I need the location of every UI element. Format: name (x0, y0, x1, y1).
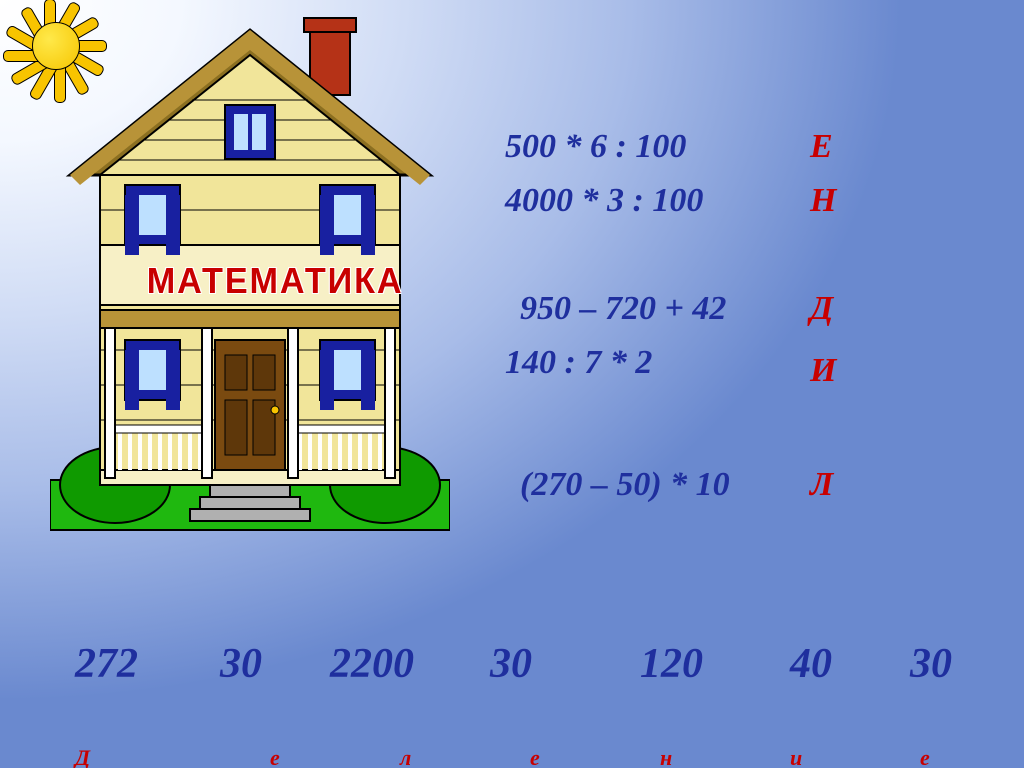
answer-number: 120 (640, 640, 703, 688)
answer-letter: е (270, 745, 280, 768)
equation-letter: Л (810, 466, 833, 504)
answer-letter: е (920, 745, 930, 768)
house-sign: МАТЕМАТИКА (147, 260, 404, 302)
answer-letter: и (790, 745, 802, 768)
equation-expression: 140 : 7 * 2 (505, 344, 652, 382)
slide: МАТЕМАТИКА 500 * 6 : 100 Е 4000 * 3 : 100 Н… (0, 0, 1024, 768)
answer-number: 30 (910, 640, 952, 688)
answer-number: 2200 (330, 640, 414, 688)
house-icon: МАТЕМАТИКА (50, 10, 450, 540)
equation-letter: И (810, 352, 836, 390)
equation-expression: 4000 * 3 : 100 (505, 182, 703, 220)
answer-number: 30 (490, 640, 532, 688)
answer-number: 40 (790, 640, 832, 688)
equation-expression: 950 – 720 + 42 (520, 290, 726, 328)
answer-letter: н (660, 745, 672, 768)
answer-number: 30 (220, 640, 262, 688)
equation-letter: Н (810, 182, 836, 220)
answer-number: 272 (75, 640, 138, 688)
equation-expression: (270 – 50) * 10 (520, 466, 730, 504)
answer-letter: Д (75, 745, 90, 768)
equation-letter: Д (810, 290, 833, 328)
answer-letter: е (530, 745, 540, 768)
equation-expression: 500 * 6 : 100 (505, 128, 686, 166)
equation-letter: Е (810, 128, 833, 166)
answer-letter: л (400, 745, 411, 768)
